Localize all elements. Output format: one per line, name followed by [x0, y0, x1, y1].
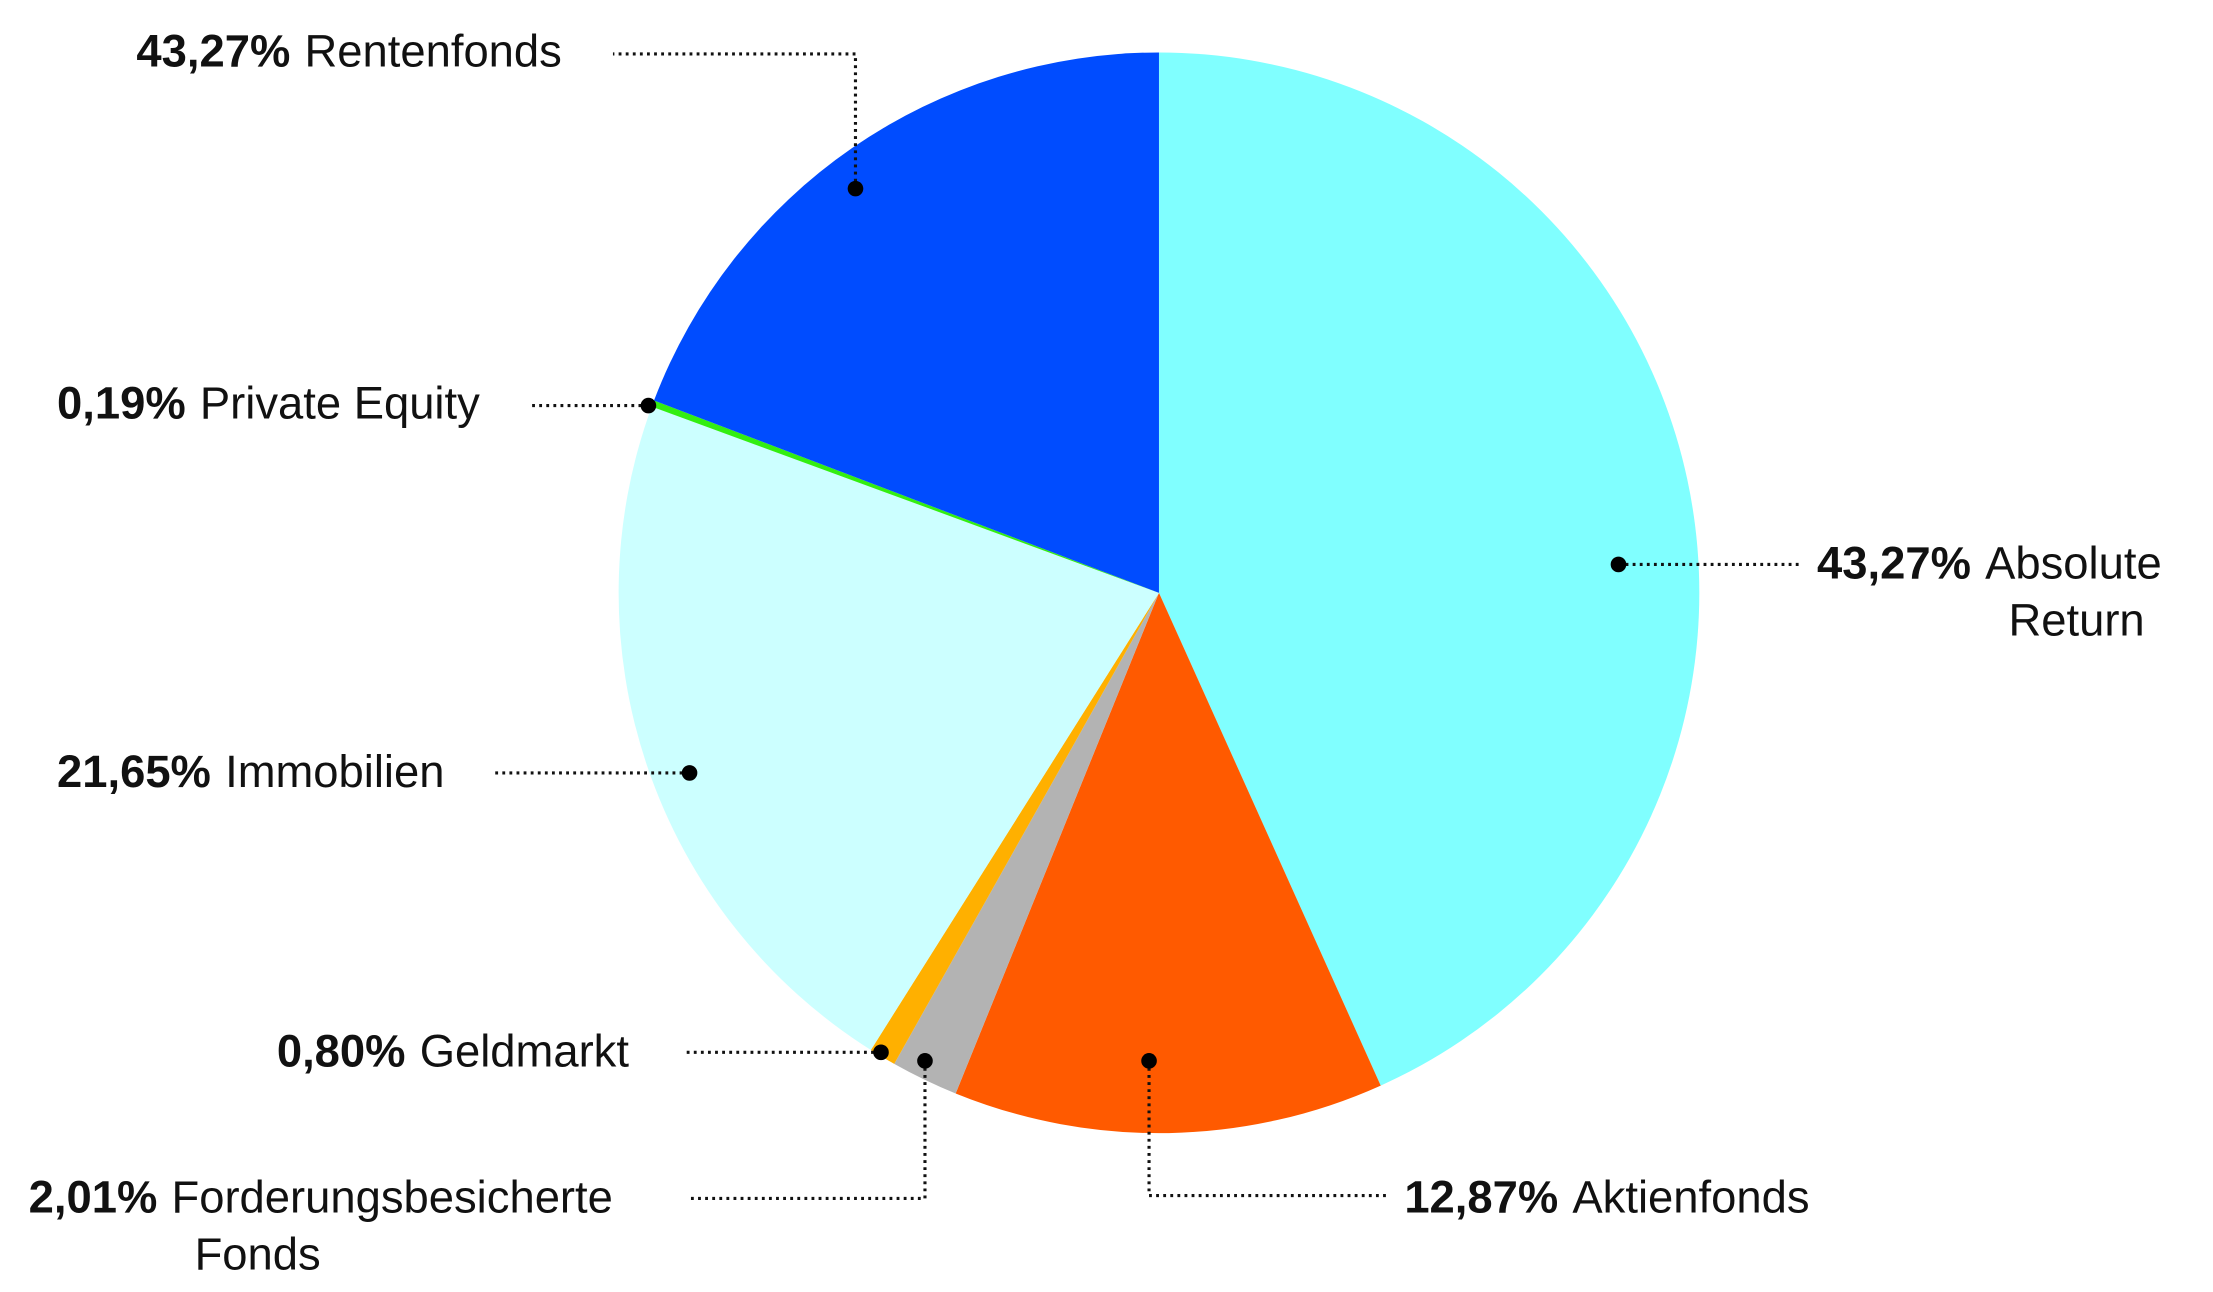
leader-dot-private-equity	[640, 397, 657, 414]
label-rentenfonds: 43,27% Rentenfonds	[136, 26, 561, 77]
pct-label: 0,19%	[57, 377, 186, 428]
label-absolute-return-line2: Return	[2008, 594, 2144, 645]
pct-label: 21,65%	[57, 746, 211, 797]
leader-dot-forderungsbesicherte-fonds	[917, 1053, 933, 1069]
slice-rentenfonds	[653, 52, 1159, 593]
leader-dot-rentenfonds	[847, 180, 864, 197]
slice-name: Aktienfonds	[1572, 1172, 1809, 1223]
slice-immobilien	[618, 406, 1159, 1050]
slice-private-equity	[651, 400, 1159, 593]
pct-label: 12,87%	[1404, 1172, 1558, 1223]
pct-label: 43,27%	[1817, 538, 1971, 589]
slice-name: Rentenfonds	[305, 26, 562, 77]
label-absolute-return: 43,27% Absolute	[1817, 538, 2162, 589]
slice-name: Absolute	[1985, 538, 2162, 589]
slice-name: Geldmarkt	[420, 1026, 630, 1077]
pie-slices	[618, 52, 1700, 1134]
leader-dot-immobilien	[681, 765, 698, 781]
leader-line-forderungsbesicherte-fonds	[686, 1060, 927, 1200]
leader-dot-absolute-return	[1610, 556, 1627, 573]
leader-line-rentenfonds	[612, 52, 858, 189]
leader-dot-geldmarkt	[873, 1044, 889, 1061]
pct-label: 43,27%	[136, 26, 290, 77]
slice-name: Forderungsbesicherte	[172, 1172, 613, 1223]
label-forderungsbesicherte-fonds: 2,01% Forderungsbesicherte	[29, 1172, 613, 1223]
slice-absolute-return	[1158, 52, 1700, 1086]
slice-geldmarkt	[870, 592, 1159, 1064]
label-forderungsbesicherte-fonds-line2: Fonds	[195, 1228, 321, 1279]
label-private-equity: 0,19% Private Equity	[57, 377, 480, 428]
pct-label: 0,80%	[277, 1026, 406, 1077]
slice-aktienfonds	[955, 592, 1381, 1134]
label-immobilien: 21,65% Immobilien	[57, 746, 444, 797]
label-aktienfonds: 12,87% Aktienfonds	[1404, 1172, 1809, 1223]
slice-name: Immobilien	[225, 746, 444, 797]
slice-name: Private Equity	[200, 377, 480, 428]
leader-line-aktienfonds	[1147, 1060, 1388, 1198]
leader-dot-aktienfonds	[1141, 1053, 1157, 1069]
label-geldmarkt: 0,80% Geldmarkt	[277, 1026, 630, 1077]
slice-forderungsbesicherte-fonds	[894, 592, 1159, 1094]
pct-label: 2,01%	[29, 1172, 158, 1223]
